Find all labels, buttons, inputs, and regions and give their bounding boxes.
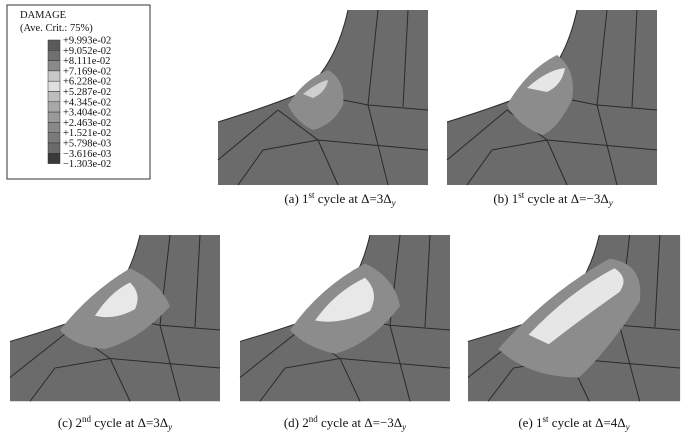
legend-value: +2.463e-02 bbox=[63, 118, 111, 129]
caption-label: (d) 2 bbox=[284, 415, 309, 430]
legend-value: +1.521e-02 bbox=[63, 128, 111, 139]
legend: DAMAGE (Ave. Crit.: 75%) +9.993e-02+9.052e… bbox=[20, 10, 111, 170]
legend-value: +9.052e-02 bbox=[63, 46, 111, 57]
caption-sub: y bbox=[625, 422, 630, 432]
caption: (d) 2nd cycle at Δ=−3Δy bbox=[284, 414, 406, 432]
legend-value: +3.404e-02 bbox=[63, 108, 111, 119]
legend-swatch bbox=[47, 60, 61, 72]
legend-box bbox=[6, 4, 151, 180]
caption-label: (e) 1 bbox=[518, 415, 542, 430]
panel-a bbox=[217, 9, 429, 186]
caption-sup: st bbox=[518, 190, 525, 200]
caption: (b) 1st cycle at Δ=−3Δy bbox=[493, 190, 612, 208]
caption-text: cycle at Δ=−3Δ bbox=[524, 191, 608, 206]
caption-label: (a) 1 bbox=[284, 191, 308, 206]
caption-text: cycle at Δ=4Δ bbox=[549, 415, 626, 430]
legend-value: +4.345e-02 bbox=[63, 97, 111, 108]
legend-value: +8.111e-02 bbox=[63, 56, 110, 67]
captions: (a) 1st cycle at Δ=3Δy (b) 1st cycle at Δ… bbox=[58, 190, 630, 432]
caption-text: cycle at Δ=3Δ bbox=[91, 415, 168, 430]
caption-label: (b) 1 bbox=[493, 191, 518, 206]
caption: (a) 1st cycle at Δ=3Δy bbox=[284, 190, 395, 208]
caption-sup: st bbox=[309, 190, 316, 200]
caption: (e) 1st cycle at Δ=4Δy bbox=[518, 414, 629, 432]
legend-value: +6.228e-02 bbox=[63, 77, 111, 88]
legend-value: +9.993e-02 bbox=[63, 36, 111, 47]
caption-label: (c) 2 bbox=[58, 415, 82, 430]
legend-swatch bbox=[47, 142, 61, 154]
caption-sup: st bbox=[543, 414, 550, 424]
caption-sub: y bbox=[401, 422, 406, 432]
legend-value: +5.798e-03 bbox=[63, 139, 111, 150]
panel-e bbox=[467, 234, 681, 402]
panel-c bbox=[9, 234, 221, 402]
legend-swatch bbox=[47, 101, 61, 113]
legend-swatch bbox=[47, 111, 61, 123]
legend-swatch bbox=[47, 80, 61, 92]
legend-swatch bbox=[47, 50, 61, 61]
legend-swatch bbox=[47, 39, 61, 51]
legend-value: −1.303e-02 bbox=[63, 159, 111, 170]
legend-swatch bbox=[47, 91, 61, 103]
legend-title: DAMAGE bbox=[20, 10, 66, 21]
legend-value: +5.287e-02 bbox=[63, 87, 111, 98]
caption-sup: nd bbox=[82, 414, 92, 424]
panel-d bbox=[239, 234, 451, 402]
caption-sub: y bbox=[167, 422, 172, 432]
legend-swatch bbox=[47, 70, 61, 82]
legend-value: −3.616e-03 bbox=[63, 149, 111, 160]
legend-swatch bbox=[47, 132, 61, 144]
legend-swatch bbox=[47, 122, 61, 133]
caption-text: cycle at Δ=3Δ bbox=[315, 191, 392, 206]
caption-sup: nd bbox=[309, 414, 319, 424]
caption: (c) 2nd cycle at Δ=3Δy bbox=[58, 414, 172, 432]
legend-swatch bbox=[47, 153, 61, 164]
legend-subtitle: (Ave. Crit.: 75%) bbox=[20, 23, 93, 34]
caption-sub: y bbox=[391, 198, 396, 208]
caption-sub: y bbox=[608, 198, 613, 208]
panel-b bbox=[446, 9, 658, 186]
legend-value: +7.169e-02 bbox=[63, 66, 111, 77]
caption-text: cycle at Δ=−3Δ bbox=[318, 415, 402, 430]
